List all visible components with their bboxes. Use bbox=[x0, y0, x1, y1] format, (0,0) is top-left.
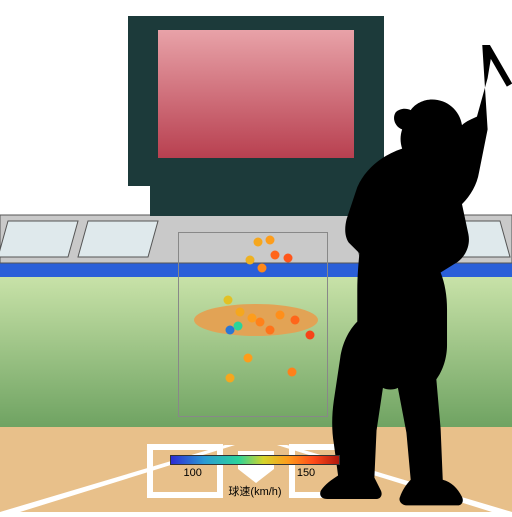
pitch-marker bbox=[271, 251, 280, 260]
pitch-marker bbox=[288, 368, 297, 377]
pitch-marker bbox=[266, 236, 275, 245]
legend-label: 球速(km/h) bbox=[170, 483, 340, 499]
pitch-marker bbox=[234, 322, 243, 331]
pitch-marker bbox=[254, 238, 263, 247]
batter-silhouette bbox=[300, 45, 512, 515]
legend-ticks: 100 150 bbox=[170, 467, 340, 481]
pitch-marker bbox=[246, 256, 255, 265]
pitch-marker bbox=[224, 296, 233, 305]
pitch-marker bbox=[256, 318, 265, 327]
pitch-marker bbox=[284, 254, 293, 263]
pitch-marker bbox=[244, 354, 253, 363]
legend-tick: 100 bbox=[183, 467, 201, 479]
pitch-marker bbox=[276, 311, 285, 320]
velocity-legend: 100 150 球速(km/h) bbox=[170, 455, 340, 499]
pitch-marker bbox=[266, 326, 275, 335]
pitch-marker bbox=[291, 316, 300, 325]
pitch-marker bbox=[226, 374, 235, 383]
legend-tick: 150 bbox=[297, 467, 315, 479]
pitch-marker bbox=[258, 264, 267, 273]
pitch-marker bbox=[236, 308, 245, 317]
pitch-location-chart: 100 150 球速(km/h) bbox=[0, 0, 512, 512]
pitch-marker bbox=[226, 326, 235, 335]
legend-colorbar bbox=[170, 455, 340, 465]
